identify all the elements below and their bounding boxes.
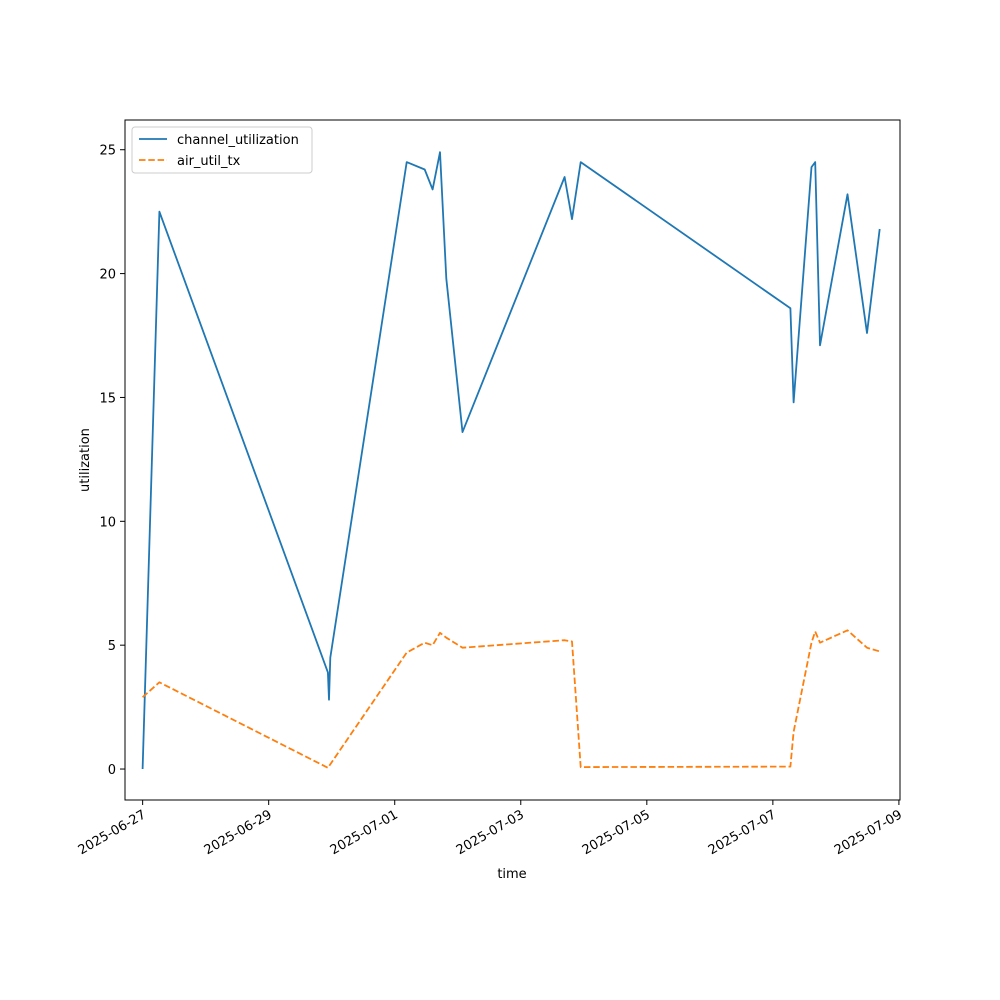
y-axis-title: utilization: [78, 428, 93, 492]
series-line-air-util-tx: [142, 629, 880, 769]
x-axis-title: time: [497, 867, 526, 882]
series-line-channel-utilization: [141, 151, 881, 770]
y-tick-label: 5: [108, 639, 116, 654]
legend-label-air-util-tx: air_util_tx: [177, 154, 241, 169]
y-axis: 0 5 10 15 20 25: [99, 144, 125, 778]
y-tick-label: 0: [108, 763, 116, 778]
legend-label-channel-utilization: channel_utilization: [177, 133, 299, 148]
y-tick-label: 25: [99, 144, 116, 159]
y-tick-label: 20: [99, 268, 116, 283]
plot-area-frame: [124, 119, 901, 801]
legend: channel_utilization air_util_tx: [131, 126, 313, 174]
series-layer: [141, 151, 881, 770]
y-tick-label: 10: [99, 515, 116, 530]
y-tick-label: 15: [99, 391, 116, 406]
legend-box: [131, 126, 313, 174]
